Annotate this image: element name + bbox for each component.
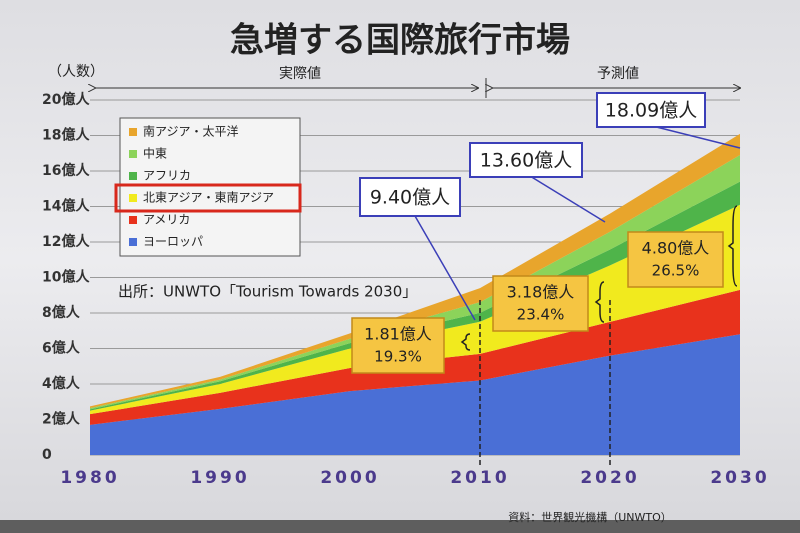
callout-label: 13.60億人 [480, 150, 572, 172]
x-tick-label: 2020 [580, 468, 639, 488]
callout-line [531, 176, 606, 223]
y-tick-label: 0 [42, 447, 52, 463]
region-box [492, 275, 589, 332]
x-tick-label: 2010 [450, 468, 509, 488]
y-tick-label: 18億人 [42, 127, 90, 144]
y-tick-label: 14億人 [42, 198, 90, 215]
callout-label: 18.09億人 [605, 100, 697, 122]
area [90, 289, 740, 425]
y-tick-label: 6億人 [42, 340, 81, 357]
x-tick-label: 1980 [60, 468, 119, 488]
x-tick-label: 1990 [190, 468, 249, 488]
brace [460, 333, 471, 351]
legend-swatch [129, 194, 137, 202]
period-label: 予測値 [597, 66, 639, 82]
y-tick-label: 20億人 [42, 91, 90, 108]
legend-label: ヨーロッパ [143, 235, 203, 249]
region-share: 23.4% [517, 306, 565, 324]
region-amount: 3.18億人 [507, 283, 575, 302]
legend-label: 南アジア・太平洋 [143, 124, 239, 139]
y-tick-label: 2億人 [42, 411, 81, 428]
y-tick-label: 16億人 [42, 162, 90, 179]
legend-swatch [129, 238, 137, 246]
callout-line [414, 215, 476, 321]
y-tick-label: 12億人 [42, 233, 90, 250]
source-note: 出所：UNWTO「Tourism Towards 2030」 [118, 283, 417, 301]
callout-line [656, 126, 741, 149]
legend-swatch [129, 172, 137, 180]
callout-box [596, 92, 706, 128]
area [90, 334, 740, 455]
legend-highlight [114, 183, 302, 213]
brace [594, 281, 605, 323]
callout-box [359, 177, 461, 217]
y-tick-label: 4億人 [42, 375, 81, 392]
y-tick-label: 8億人 [42, 304, 81, 321]
footer-note: 資料：世界観光機構（UNWTO） [508, 510, 672, 524]
chart-title: 急増する国際旅行市場 [230, 21, 570, 61]
legend-label: アメリカ [143, 213, 190, 227]
brace [727, 205, 738, 287]
legend-swatch [129, 216, 137, 224]
legend-swatch [129, 128, 137, 136]
region-share: 19.3% [374, 348, 422, 366]
legend-label: 中東 [143, 146, 167, 161]
legend-label: アフリカ [143, 169, 191, 183]
region-amount: 4.80億人 [642, 239, 710, 258]
y-tick-label: 10億人 [42, 269, 90, 286]
period-label: 実際値 [279, 66, 321, 82]
callout-box [469, 142, 583, 178]
x-tick-label: 2000 [320, 468, 379, 488]
callout-label: 9.40億人 [370, 187, 450, 209]
x-tick-label: 2030 [710, 468, 769, 488]
legend-label: 北東アジア・東南アジア [143, 190, 274, 205]
y-axis-label: （人数） [48, 64, 104, 80]
region-box [351, 317, 445, 374]
region-amount: 1.81億人 [364, 325, 432, 344]
legend [119, 117, 301, 257]
region-share: 26.5% [652, 262, 700, 280]
region-box [627, 231, 724, 288]
legend-swatch [129, 150, 137, 158]
